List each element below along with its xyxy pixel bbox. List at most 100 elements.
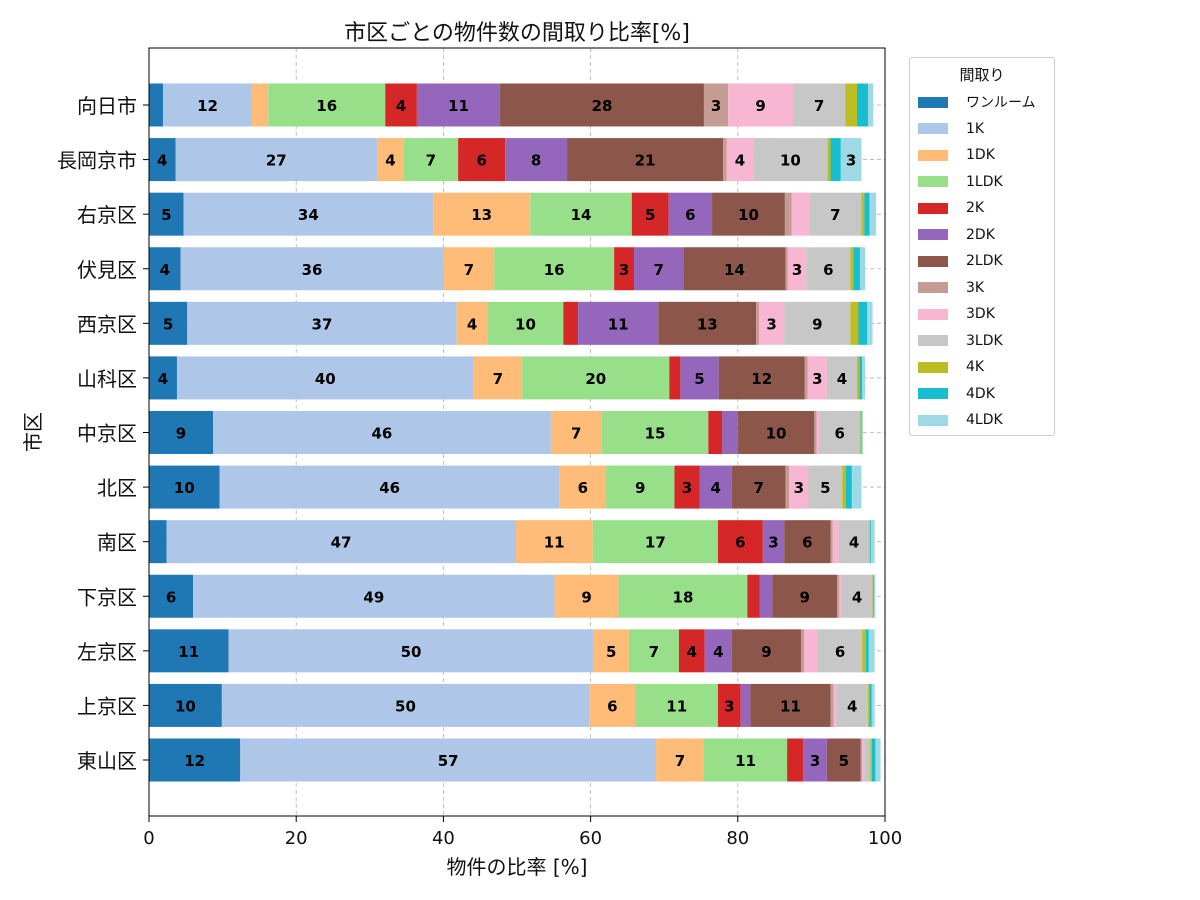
bar-value-label: 17 <box>645 534 666 552</box>
bar-value-label: 47 <box>331 534 352 552</box>
legend-item: 4LDK <box>918 411 1003 429</box>
legend-item: 1LDK <box>918 173 1003 191</box>
bar-value-label: 9 <box>761 643 771 661</box>
bar-segment <box>772 574 838 618</box>
y-tick-label: 長岡京市 <box>57 149 137 173</box>
bar-value-label: 4 <box>687 643 697 661</box>
bar-value-label: 9 <box>581 588 591 606</box>
y-tick-label: 左京区 <box>77 640 137 664</box>
bar-value-label: 50 <box>395 697 416 715</box>
bar-segment <box>870 738 872 782</box>
bar-value-label: 3 <box>768 534 778 552</box>
bar-segment <box>801 629 805 673</box>
bar-value-label: 46 <box>379 479 400 497</box>
bar-value-label: 3 <box>794 479 804 497</box>
bar-segment <box>601 411 709 454</box>
bar-segment <box>618 574 748 618</box>
bar-value-label: 16 <box>544 261 565 279</box>
bar-value-label: 4 <box>160 261 170 279</box>
bar-segment <box>704 629 732 673</box>
bar-segment <box>589 683 636 727</box>
bar-segment <box>149 192 184 236</box>
bar-value-label: 40 <box>315 370 336 388</box>
bar-segment <box>708 411 723 454</box>
bar-segment <box>722 411 738 454</box>
bar-value-label: 12 <box>184 752 205 770</box>
x-tick-label: 100 <box>868 828 902 849</box>
bar-segment <box>861 192 865 236</box>
bar-segment <box>840 138 862 182</box>
bar-segment <box>149 301 188 345</box>
bar-value-label: 37 <box>312 315 333 333</box>
bar-segment <box>839 574 842 618</box>
bar-segment <box>731 629 802 673</box>
bar-segment <box>180 247 444 291</box>
bar-segment <box>871 683 875 727</box>
y-tick-label: 向日市 <box>77 94 137 118</box>
bar-value-label: 3 <box>792 261 802 279</box>
bar-value-label: 4 <box>711 479 721 497</box>
bar-segment <box>789 465 809 509</box>
bar-segment <box>872 574 874 618</box>
bar-value-label: 10 <box>174 479 195 497</box>
y-tick-label: 山科区 <box>77 367 137 391</box>
bar-segment <box>559 465 607 509</box>
y-tick-label: 下京区 <box>77 585 137 609</box>
bar-segment <box>219 465 560 509</box>
bar-value-label: 6 <box>166 588 176 606</box>
bar-segment <box>857 356 860 400</box>
legend-swatch <box>918 96 948 108</box>
legend-label: 2LDK <box>966 253 1003 269</box>
bar-value-label: 16 <box>316 97 337 115</box>
bar-value-label: 4 <box>847 697 857 715</box>
bar-segment <box>785 465 790 509</box>
bar-value-label: 49 <box>363 588 384 606</box>
bar-segment <box>756 301 760 345</box>
bar-segment <box>703 83 729 127</box>
bar-value-label: 6 <box>802 534 812 552</box>
bar-value-label: 7 <box>493 370 503 388</box>
bar-value-label: 3 <box>766 315 776 333</box>
bar-value-label: 10 <box>738 206 759 224</box>
bar-segment <box>818 629 863 673</box>
bar-segment <box>826 738 861 782</box>
bar-segment <box>162 83 253 127</box>
bar-segment <box>149 247 181 291</box>
bar-segment <box>703 738 788 782</box>
bar-value-label: 7 <box>426 152 436 170</box>
bar-value-label: 5 <box>606 643 616 661</box>
legend-item: 3LDK <box>918 332 1003 350</box>
bar-segment <box>868 683 870 727</box>
bar-value-label: 11 <box>608 315 629 333</box>
bar-value-label: 34 <box>298 206 319 224</box>
bar-segment <box>631 192 669 236</box>
chart-title: 市区ごとの物件数の間取り比率[%] <box>344 21 690 46</box>
bar-segment <box>669 356 681 400</box>
legend-swatch <box>918 335 948 346</box>
bar-value-label: 10 <box>780 152 801 170</box>
bar-value-label: 12 <box>751 370 772 388</box>
bar-segment <box>678 629 705 673</box>
bar-value-label: 6 <box>476 152 486 170</box>
bar-value-label: 4 <box>852 588 862 606</box>
bar-segment <box>819 411 860 454</box>
bar-value-label: 5 <box>694 370 704 388</box>
bar-segment <box>614 247 635 291</box>
bar-segment <box>456 301 488 345</box>
legend-item: ワンルーム <box>918 93 1036 111</box>
bar-value-label: 9 <box>635 479 645 497</box>
bar-segment <box>860 411 862 454</box>
legend-swatch <box>918 388 948 399</box>
bar-segment <box>240 738 657 782</box>
legend-swatch <box>918 123 948 134</box>
bar-segment <box>870 520 872 564</box>
legend-swatch <box>918 176 948 187</box>
bar-value-label: 4 <box>396 97 406 115</box>
bar-value-label: 7 <box>814 97 824 115</box>
bar-value-label: 7 <box>649 643 659 661</box>
bar-segment <box>149 683 222 727</box>
bar-segment <box>487 301 564 345</box>
bar-segment <box>443 247 495 291</box>
bar-value-label: 11 <box>735 752 756 770</box>
bar-value-label: 14 <box>571 206 592 224</box>
